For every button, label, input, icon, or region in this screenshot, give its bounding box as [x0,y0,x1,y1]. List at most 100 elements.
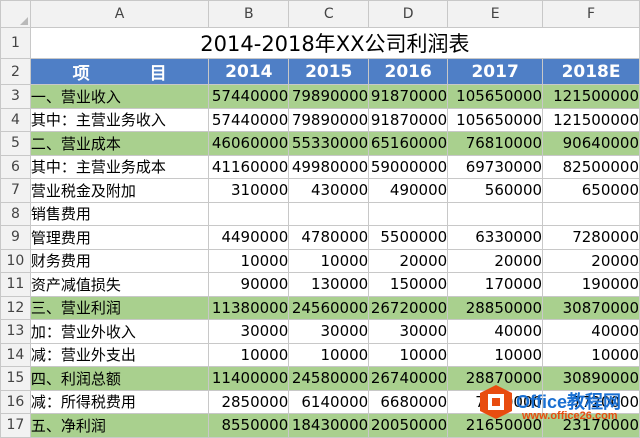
row-number[interactable]: 2 [0,58,31,85]
value-cell[interactable]: 7720000 [542,389,640,414]
value-cell[interactable]: 5500000 [368,225,449,250]
value-cell[interactable]: 121500000 [542,107,640,132]
row-label-cell[interactable]: 销售费用 [29,201,210,226]
value-cell[interactable]: 20000 [368,248,449,273]
row-number[interactable]: 6 [0,154,31,179]
row-number[interactable]: 10 [0,248,31,273]
column-header-a[interactable]: A [29,0,210,28]
value-cell[interactable]: 10000 [447,342,544,367]
value-cell[interactable]: 59000000 [368,154,449,179]
row-label-cell[interactable]: 一、营业收入 [29,84,210,109]
year-header-2017[interactable]: 2017 [447,58,544,85]
value-cell[interactable]: 105650000 [447,107,544,132]
value-cell[interactable]: 26720000 [368,295,449,320]
row-label-cell[interactable]: 五、净利润 [29,413,210,438]
value-cell[interactable]: 6330000 [447,225,544,250]
value-cell[interactable]: 310000 [208,178,290,203]
column-header-e[interactable]: E [447,0,544,28]
row-label-cell[interactable]: 三、营业利润 [29,295,210,320]
value-cell[interactable]: 30000 [288,319,370,344]
value-cell[interactable]: 46060000 [208,131,290,156]
row-number[interactable]: 7 [0,178,31,203]
value-cell[interactable]: 105650000 [447,84,544,109]
value-cell[interactable]: 8550000 [208,413,290,438]
row-number[interactable]: 16 [0,389,31,414]
select-all-corner[interactable] [0,0,31,28]
value-cell[interactable]: 130000 [288,272,370,297]
value-cell[interactable]: 170000 [447,272,544,297]
value-cell[interactable]: 20000 [447,248,544,273]
row-label-cell[interactable]: 资产减值损失 [29,272,210,297]
row-number[interactable]: 17 [0,413,31,438]
row-number[interactable]: 1 [0,27,31,59]
value-cell[interactable]: 10000 [208,248,290,273]
value-cell[interactable]: 10000 [288,248,370,273]
value-cell[interactable] [542,201,640,226]
value-cell[interactable]: 11380000 [208,295,290,320]
value-cell[interactable]: 6140000 [288,389,370,414]
item-header-cell[interactable]: 项目 [29,58,210,85]
value-cell[interactable]: 30870000 [542,295,640,320]
value-cell[interactable]: 21650000 [447,413,544,438]
value-cell[interactable]: 11400000 [208,366,290,391]
value-cell[interactable]: 90640000 [542,131,640,156]
value-cell[interactable]: 57440000 [208,84,290,109]
row-number[interactable]: 4 [0,107,31,132]
value-cell[interactable]: 24560000 [288,295,370,320]
row-number[interactable]: 14 [0,342,31,367]
value-cell[interactable] [208,201,290,226]
row-number[interactable]: 8 [0,201,31,226]
column-header-d[interactable]: D [368,0,449,28]
value-cell[interactable]: 26740000 [368,366,449,391]
value-cell[interactable]: 4490000 [208,225,290,250]
row-number[interactable]: 5 [0,131,31,156]
value-cell[interactable]: 69730000 [447,154,544,179]
year-header-2014[interactable]: 2014 [208,58,290,85]
value-cell[interactable]: 18430000 [288,413,370,438]
value-cell[interactable]: 40000 [447,319,544,344]
column-header-c[interactable]: C [288,0,370,28]
value-cell[interactable]: 65160000 [368,131,449,156]
value-cell[interactable]: 90000 [208,272,290,297]
value-cell[interactable]: 76810000 [447,131,544,156]
row-label-cell[interactable]: 加：营业外收入 [29,319,210,344]
column-header-b[interactable]: B [208,0,290,28]
value-cell[interactable]: 7220000 [447,389,544,414]
value-cell[interactable]: 91870000 [368,84,449,109]
row-number[interactable]: 9 [0,225,31,250]
value-cell[interactable]: 4780000 [288,225,370,250]
value-cell[interactable]: 150000 [368,272,449,297]
value-cell[interactable] [288,201,370,226]
row-label-cell[interactable]: 管理费用 [29,225,210,250]
row-number[interactable]: 3 [0,84,31,109]
column-header-f[interactable]: F [542,0,640,28]
value-cell[interactable]: 28850000 [447,295,544,320]
row-number[interactable]: 15 [0,366,31,391]
value-cell[interactable]: 10000 [288,342,370,367]
row-number[interactable]: 12 [0,295,31,320]
year-header-2016[interactable]: 2016 [368,58,449,85]
value-cell[interactable]: 10000 [542,342,640,367]
value-cell[interactable] [368,201,449,226]
row-label-cell[interactable]: 四、利润总额 [29,366,210,391]
row-label-cell[interactable]: 其中：主营业务成本 [29,154,210,179]
row-label-cell[interactable]: 财务费用 [29,248,210,273]
row-number[interactable]: 11 [0,272,31,297]
value-cell[interactable]: 20000 [542,248,640,273]
value-cell[interactable]: 23170000 [542,413,640,438]
row-label-cell[interactable]: 减：营业外支出 [29,342,210,367]
value-cell[interactable]: 30000 [368,319,449,344]
value-cell[interactable]: 57440000 [208,107,290,132]
value-cell[interactable]: 10000 [208,342,290,367]
row-label-cell[interactable]: 其中：主营业务收入 [29,107,210,132]
value-cell[interactable]: 30890000 [542,366,640,391]
value-cell[interactable]: 30000 [208,319,290,344]
row-label-cell[interactable]: 营业税金及附加 [29,178,210,203]
value-cell[interactable]: 6680000 [368,389,449,414]
value-cell[interactable] [447,201,544,226]
value-cell[interactable]: 650000 [542,178,640,203]
table-title[interactable]: 2014-2018年XX公司利润表 [29,27,640,59]
value-cell[interactable]: 430000 [288,178,370,203]
value-cell[interactable]: 55330000 [288,131,370,156]
value-cell[interactable]: 190000 [542,272,640,297]
